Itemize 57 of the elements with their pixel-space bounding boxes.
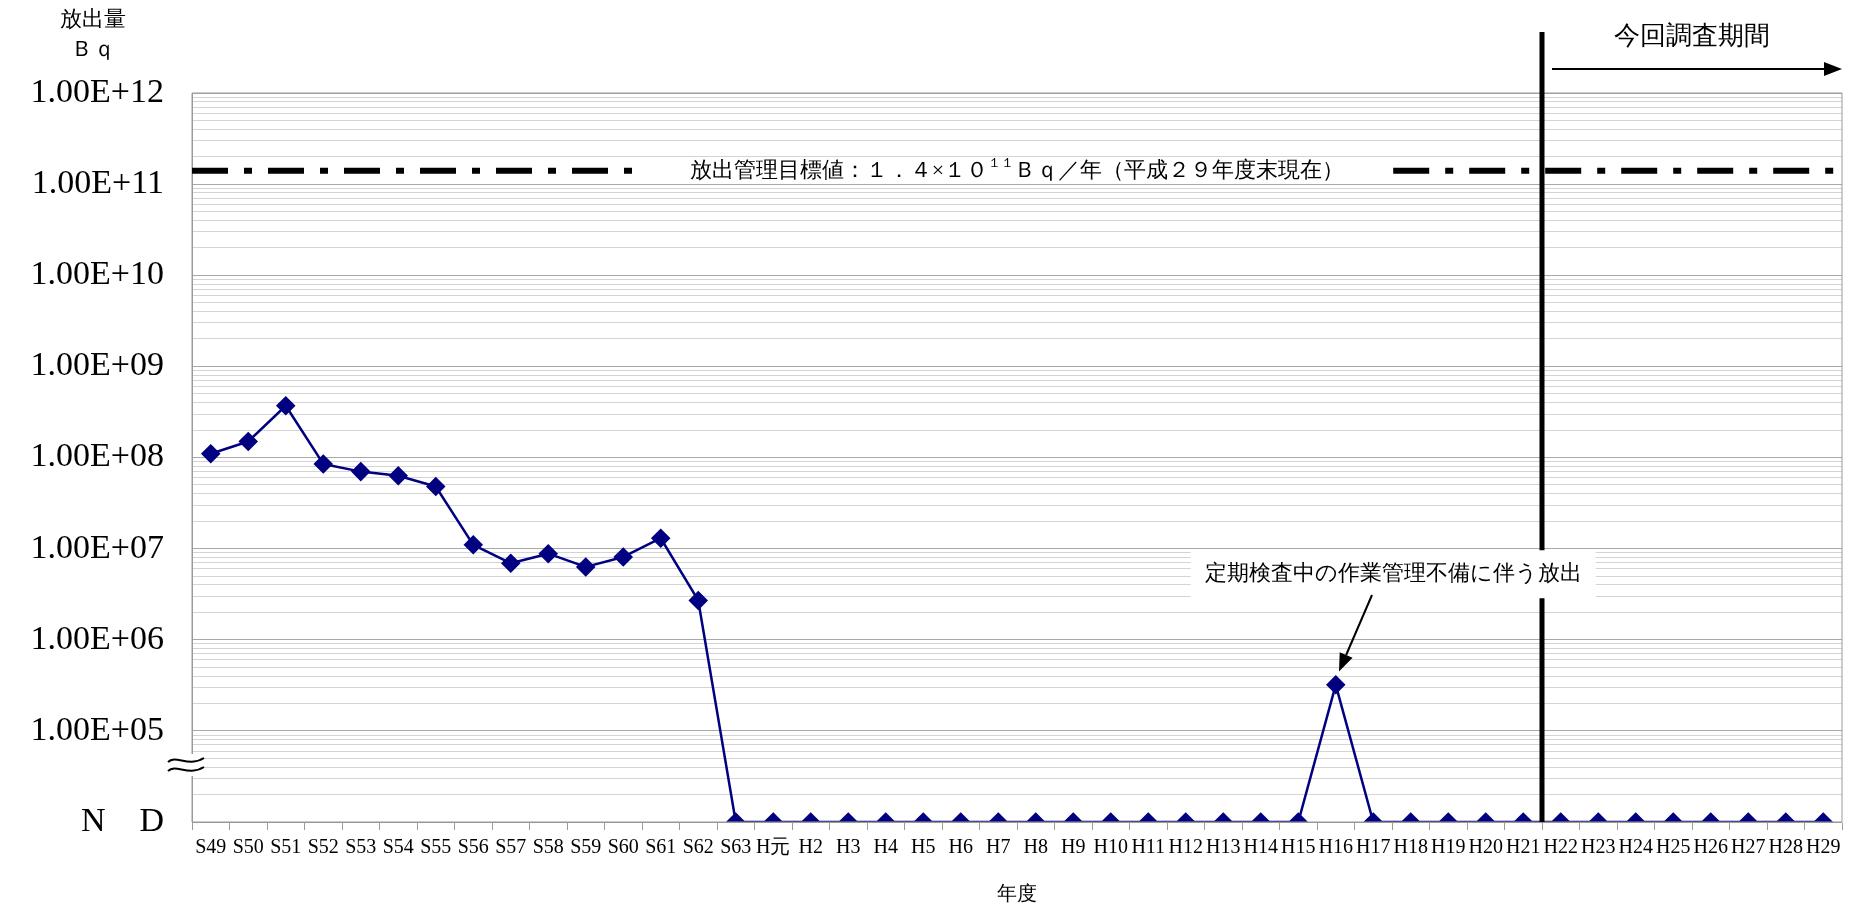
annotation: 定期検査中の作業管理不備に伴う放出 bbox=[1204, 559, 1582, 585]
x-tick-label: S61 bbox=[645, 835, 677, 858]
x-tick-label: S60 bbox=[607, 835, 639, 858]
x-tick-label: H23 bbox=[1581, 835, 1616, 858]
y-tick-label: 1.00E+12 bbox=[30, 71, 164, 109]
x-tick-label: S51 bbox=[270, 835, 302, 858]
y-tick-label: 1.00E+08 bbox=[30, 436, 164, 474]
x-tick-label: H18 bbox=[1393, 835, 1428, 858]
x-tick-label: H10 bbox=[1093, 835, 1128, 858]
x-tick-label: H24 bbox=[1618, 835, 1653, 858]
x-tick-label: S55 bbox=[420, 835, 452, 858]
x-tick-label: S50 bbox=[232, 835, 264, 858]
x-tick-label: S54 bbox=[382, 835, 414, 858]
x-tick-label: H6 bbox=[948, 835, 973, 858]
x-tick-label: S52 bbox=[307, 835, 339, 858]
x-tick-label: H13 bbox=[1206, 835, 1241, 858]
y-tick-label: 1.00E+09 bbox=[30, 345, 164, 383]
x-tick-label: H5 bbox=[911, 835, 936, 858]
x-tick-label: S63 bbox=[720, 835, 752, 858]
x-tick-label: H12 bbox=[1168, 835, 1203, 858]
y-tick-label: 1.00E+10 bbox=[30, 254, 164, 292]
x-tick-label: H3 bbox=[836, 835, 861, 858]
x-tick-label: H2 bbox=[798, 835, 823, 858]
x-tick-label: H9 bbox=[1061, 835, 1086, 858]
x-tick-label: S56 bbox=[457, 835, 489, 858]
x-tick-label: S62 bbox=[682, 835, 714, 858]
x-tick-label: H21 bbox=[1506, 835, 1541, 858]
x-tick-label: H14 bbox=[1243, 835, 1278, 858]
x-tick-label: S53 bbox=[345, 835, 377, 858]
x-tick-label: H20 bbox=[1468, 835, 1503, 858]
y-axis-title: 放出量Ｂｑ bbox=[59, 5, 127, 63]
x-axis-title: 年度 bbox=[997, 882, 1037, 905]
x-tick-label: H17 bbox=[1356, 835, 1391, 858]
x-tick-label: H元 bbox=[756, 835, 791, 858]
x-tick-label: H28 bbox=[1768, 835, 1803, 858]
y-tick-label: 1.00E+05 bbox=[30, 709, 164, 747]
x-tick-label: H25 bbox=[1656, 835, 1691, 858]
x-tick-label: H11 bbox=[1131, 835, 1166, 858]
x-tick-label: H16 bbox=[1318, 835, 1353, 858]
x-tick-label: H22 bbox=[1543, 835, 1578, 858]
x-tick-label: S49 bbox=[195, 835, 227, 858]
x-tick-label: S57 bbox=[495, 835, 527, 858]
x-tick-label: S59 bbox=[570, 835, 602, 858]
y-tick-label: 1.00E+07 bbox=[30, 527, 164, 565]
x-tick-label: S58 bbox=[532, 835, 564, 858]
x-tick-label: H8 bbox=[1023, 835, 1048, 858]
y-tick-label: N D bbox=[80, 800, 164, 838]
x-tick-label: H19 bbox=[1431, 835, 1466, 858]
x-tick-label: H29 bbox=[1806, 835, 1841, 858]
x-tick-label: H27 bbox=[1731, 835, 1766, 858]
x-tick-label: H4 bbox=[873, 835, 898, 858]
x-tick-label: H15 bbox=[1281, 835, 1316, 858]
y-tick-label: 1.00E+11 bbox=[31, 163, 164, 201]
x-tick-label: H26 bbox=[1693, 835, 1728, 858]
x-tick-label: H7 bbox=[986, 835, 1011, 858]
ref-line-label: 今回調査期間 bbox=[1614, 20, 1770, 50]
y-tick-label: 1.00E+06 bbox=[30, 618, 164, 656]
